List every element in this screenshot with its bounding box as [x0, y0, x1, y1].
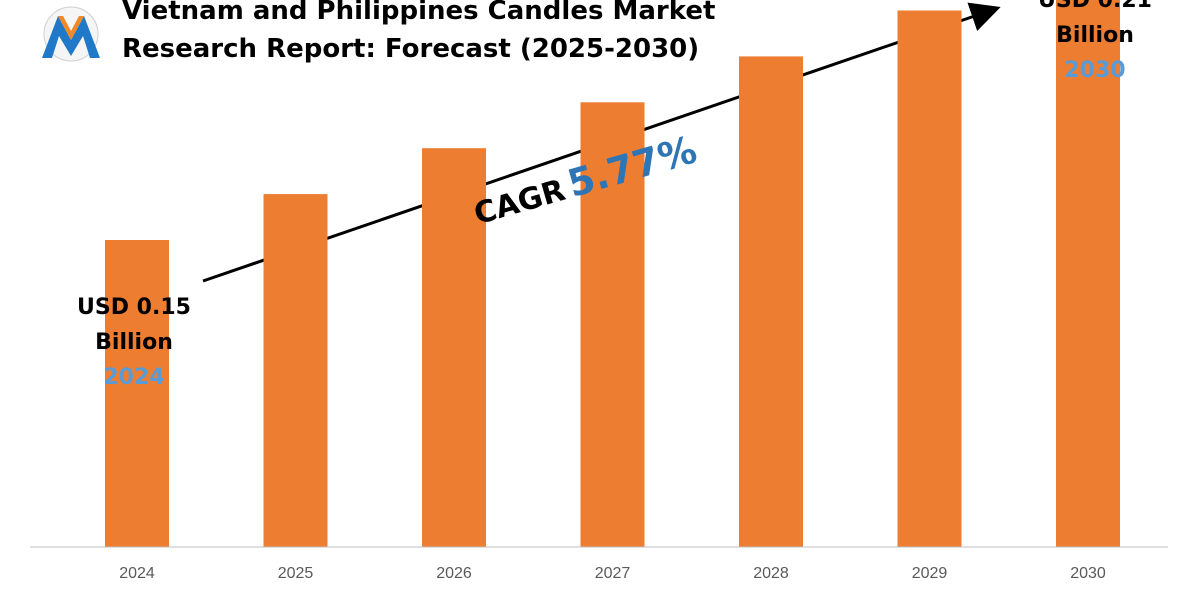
end-year: 2030 — [1064, 58, 1126, 83]
title-line-2: Research Report: Forecast (2025-2030) — [122, 34, 700, 64]
bar-2028 — [739, 56, 803, 548]
bar-2024 — [105, 240, 169, 547]
x-tick-2028: 2028 — [753, 565, 789, 582]
start-unit: Billion — [95, 330, 173, 355]
bar-2026 — [422, 148, 486, 547]
start-year: 2024 — [103, 365, 165, 390]
end-unit: Billion — [1056, 23, 1134, 48]
x-tick-2025: 2025 — [278, 565, 314, 582]
start-value-callout: USD 0.15 Billion 2024 — [72, 290, 196, 395]
bar-2030 — [1056, 0, 1120, 548]
bar-2025 — [263, 194, 328, 547]
title-line-1: Vietnam and Philippines Candles Market — [122, 0, 716, 26]
x-tick-2029: 2029 — [912, 565, 948, 582]
x-tick-2027: 2027 — [595, 565, 631, 582]
bar-2027 — [580, 102, 645, 548]
start-amount: USD 0.15 — [77, 295, 191, 320]
x-tick-2024: 2024 — [119, 565, 155, 582]
end-value-callout: USD 0.21 Billion 2030 — [1030, 0, 1160, 88]
end-amount: USD 0.21 — [1038, 0, 1152, 13]
bar-2029 — [897, 10, 962, 547]
mm-logo-icon — [42, 6, 100, 62]
x-tick-2030: 2030 — [1070, 565, 1106, 582]
page-title: Vietnam and Philippines Candles Market R… — [122, 0, 715, 68]
x-tick-2026: 2026 — [436, 565, 472, 582]
